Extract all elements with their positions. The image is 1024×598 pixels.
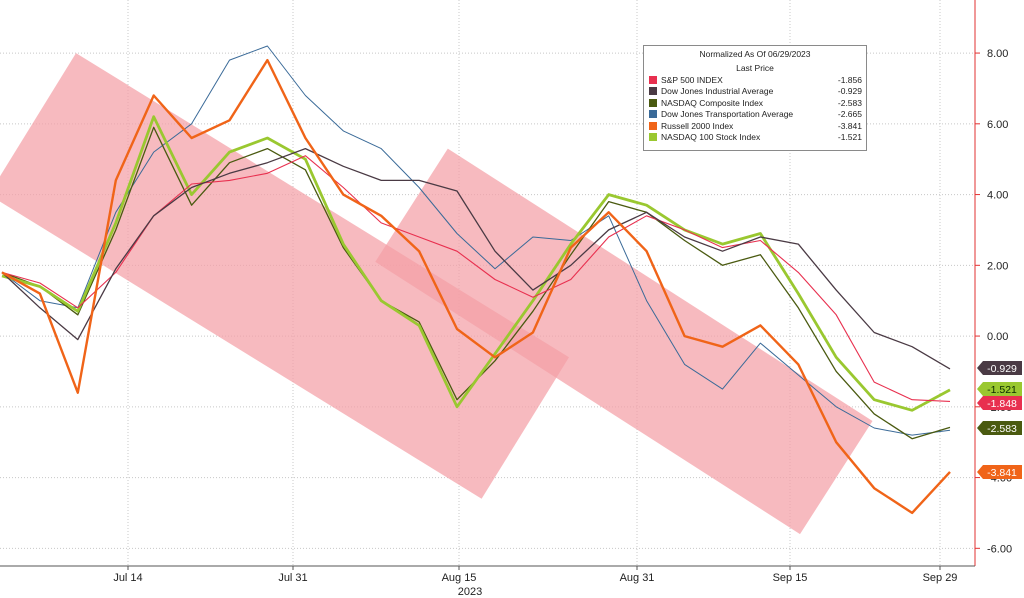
legend-subtitle: Last Price xyxy=(736,63,774,73)
legend-entry-value: -2.583 xyxy=(837,97,862,108)
legend-swatch xyxy=(649,110,657,119)
series-line xyxy=(1,147,951,370)
y-tick-label: 2.00 xyxy=(987,260,1008,272)
y-tick-label: 4.00 xyxy=(987,190,1008,202)
end-value-tag xyxy=(977,382,1022,396)
end-value-tag xyxy=(977,396,1022,410)
series-line xyxy=(1,45,951,436)
legend-entry-value: -3.841 xyxy=(837,120,862,131)
legend-entry: Russell 2000 Index -3.841 xyxy=(644,120,866,132)
end-value-label: -1.521 xyxy=(987,384,1017,396)
end-value-label: -3.841 xyxy=(987,467,1017,479)
end-value-tag xyxy=(977,465,1022,479)
legend-entry: Dow Jones Industrial Average -0.929 xyxy=(644,86,866,98)
series-line xyxy=(1,115,951,412)
series-lines xyxy=(1,45,951,515)
legend-entry-value: -1.856 xyxy=(837,74,862,85)
x-tick-label: Aug 31 xyxy=(620,572,655,584)
legend-entry-value: -2.665 xyxy=(837,109,862,120)
legend-swatch xyxy=(649,75,657,84)
legend-title: Normalized As Of 06/29/2023 xyxy=(699,49,811,59)
end-value-label: -2.583 xyxy=(987,423,1017,435)
y-tick-label: 8.00 xyxy=(987,48,1008,60)
legend-entry-name: Russell 2000 Index xyxy=(661,120,734,131)
legend-entry: NASDAQ Composite Index -2.583 xyxy=(644,97,866,109)
x-axis-label: 2023 xyxy=(458,586,482,598)
trend-channels xyxy=(0,53,873,535)
legend-entry: Dow Jones Transportation Average -2.665 xyxy=(644,109,866,121)
y-tick-label: -6.00 xyxy=(987,543,1012,555)
legend-entry-name: NASDAQ Composite Index xyxy=(661,97,764,108)
legend-entry: NASDAQ 100 Stock Index -1.521 xyxy=(644,132,866,144)
legend-entry-value: -0.929 xyxy=(837,86,862,97)
x-tick-label: Sep 29 xyxy=(923,572,958,584)
x-tick-label: Sep 15 xyxy=(773,572,808,584)
x-tick-label: Jul 31 xyxy=(278,572,307,584)
chart-legend: Normalized As Of 06/29/2023 Last Price S… xyxy=(643,45,867,151)
legend-entry-name: S&P 500 INDEX xyxy=(661,74,723,85)
end-value-tag xyxy=(977,361,1022,375)
x-tick-label: Aug 15 xyxy=(442,572,477,584)
legend-entry: S&P 500 INDEX -1.856 xyxy=(644,74,866,86)
trend-channel xyxy=(375,148,873,535)
legend-entry-value: -1.521 xyxy=(837,132,862,143)
y-tick-label: 6.00 xyxy=(987,119,1008,131)
x-tick-label: Jul 14 xyxy=(113,572,142,584)
trend-channel xyxy=(0,53,569,499)
end-value-label: -0.929 xyxy=(987,363,1017,375)
legend-swatch xyxy=(649,87,657,96)
legend-entry-name: NASDAQ 100 Stock Index xyxy=(661,132,761,143)
legend-entry-name: Dow Jones Industrial Average xyxy=(661,86,774,97)
y-tick-label: 0.00 xyxy=(987,331,1008,343)
end-value-tag xyxy=(977,421,1022,435)
legend-entry-name: Dow Jones Transportation Average xyxy=(661,109,794,120)
legend-swatch xyxy=(649,133,657,142)
series-line xyxy=(1,58,951,515)
end-value-labels: -0.929 -1.521 -1.848 -2.583 -3.841 xyxy=(977,361,1022,479)
legend-swatch xyxy=(649,121,657,130)
legend-swatch xyxy=(649,98,657,107)
end-value-label: -1.848 xyxy=(987,398,1017,410)
